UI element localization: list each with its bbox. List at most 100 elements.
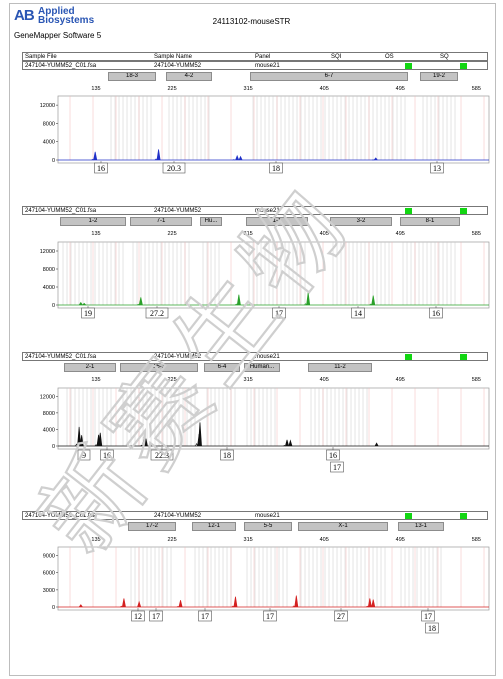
allele-peak[interactable] [236,294,241,306]
allele-peak[interactable] [82,302,87,306]
quality-flag-green [460,354,467,360]
marker-bin[interactable]: 18-3 [108,72,156,81]
allele-peak[interactable] [78,604,83,608]
marker-bin[interactable]: 15-3 [120,363,198,372]
allele-call[interactable]: 17 [149,608,163,622]
allele-call-box [421,610,435,622]
col-panel: Panel [255,54,271,60]
allele-call[interactable]: 17 [272,306,286,319]
marker-bin[interactable]: 6-4 [204,363,240,372]
allele-peak[interactable] [294,595,299,608]
allele-call[interactable]: 17 [421,608,435,622]
allele-call-text: 16 [432,309,440,318]
marker-bin[interactable]: 12-1 [192,522,236,531]
allele-peak[interactable] [288,439,293,447]
allele-call[interactable]: 16 [94,161,108,174]
marker-bin[interactable]: 6-7 [250,72,408,81]
allele-peak[interactable] [178,600,183,608]
allele-call[interactable]: 18 [269,161,283,174]
allele-peak[interactable] [238,155,243,161]
allele-call[interactable]: 27.2 [145,306,169,319]
sample-row: 247104-YUMM52_C01.fsa 247104-YUMM52 mouse2… [22,206,488,215]
marker-bin[interactable]: 1-2 [60,217,126,226]
marker-bin[interactable]: 8-1 [400,217,460,226]
marker-bin[interactable]: 17-2 [128,522,176,531]
size-tick-label: 585 [471,86,481,92]
size-tick-label: 405 [319,86,329,92]
marker-bin[interactable]: X-1 [298,522,388,531]
allele-peak[interactable] [367,598,372,608]
logo-text: Applied Biosystems [38,7,94,26]
marker-bin[interactable]: 19-2 [420,72,458,81]
allele-call[interactable]: 16 [429,306,443,319]
allele-call-text: 14 [354,309,362,318]
allele-call[interactable]: 9 [77,447,91,461]
plot-frame [57,95,490,164]
sample-file: 247104-YUMM52_C01.fsa [25,513,97,519]
col-sq: SQ [440,54,449,60]
allele-call[interactable]: 17 [330,461,344,473]
size-tick-label: 495 [395,377,405,383]
marker-bin[interactable]: 7-1 [130,217,192,226]
marker-bin[interactable]: Hu... [200,217,222,226]
col-sqi: SQI [331,54,342,60]
marker-bin[interactable]: 2-1 [64,363,116,372]
allele-call[interactable]: 14 [351,306,365,319]
allele-call-text: 17 [152,612,160,621]
allele-peak[interactable] [371,295,376,306]
allele-peak[interactable] [121,598,126,608]
allele-peak[interactable] [98,432,103,447]
marker-bin[interactable]: 4-2 [166,72,212,81]
quality-flag-green [405,354,412,360]
allele-call-text: 18 [272,164,280,173]
marker-bin[interactable]: 1-1 [246,217,308,226]
allele-peak[interactable] [156,149,161,161]
y-tick-label: 4000 [43,427,55,433]
allele-call-box [198,610,212,622]
allele-peak[interactable] [371,599,376,608]
panel-name: mouse21 [255,63,280,69]
allele-call[interactable]: 20.3 [162,161,186,174]
marker-bin[interactable]: 3-2 [330,217,392,226]
allele-peak[interactable] [137,600,142,608]
allele-peak[interactable] [235,154,240,161]
size-tick-label: 315 [243,231,253,237]
allele-call[interactable]: 16 [100,447,114,461]
allele-call[interactable]: 27 [334,608,348,622]
quality-flag-green [405,208,412,214]
marker-bin[interactable]: Human... [244,363,280,372]
size-tick-label: 405 [319,537,329,543]
size-tick-label: 405 [319,231,329,237]
allele-call-box [269,162,283,174]
allele-call[interactable]: 18 [220,447,234,461]
allele-peak[interactable] [143,438,148,447]
allele-peak[interactable] [198,422,202,447]
allele-call[interactable]: 19 [81,306,95,319]
allele-peak[interactable] [285,439,289,447]
allele-call[interactable]: 22.3 [150,447,174,461]
marker-bin[interactable]: 11-2 [308,363,372,372]
allele-peak[interactable] [93,151,98,161]
size-tick-label: 135 [91,377,101,383]
allele-peak[interactable] [79,435,84,447]
allele-call[interactable]: 12 [131,608,145,622]
sample-name: 247104-YUMM52 [154,208,202,214]
allele-call[interactable]: 13 [430,161,444,174]
allele-peak[interactable] [374,442,379,447]
allele-peak[interactable] [373,157,378,161]
allele-call[interactable]: 18 [425,622,439,634]
allele-peak[interactable] [138,297,143,306]
allele-call[interactable]: 17 [263,608,277,622]
allele-peak[interactable] [306,292,311,306]
allele-call[interactable]: 16 [326,447,340,461]
size-tick-label: 225 [167,537,177,543]
y-tick-label: 0 [52,444,55,450]
allele-peak[interactable] [233,596,238,608]
allele-peak[interactable] [77,426,82,447]
allele-call-text: 20.3 [167,164,181,173]
allele-call-box [330,461,344,473]
marker-bin[interactable]: 5-5 [244,522,292,531]
allele-peak[interactable] [78,301,83,306]
allele-call[interactable]: 17 [198,608,212,622]
marker-bin[interactable]: 13-1 [398,522,444,531]
